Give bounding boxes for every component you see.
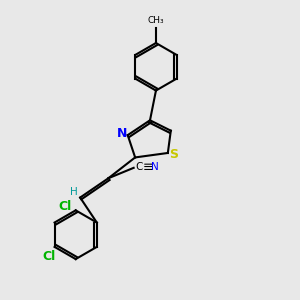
Text: C: C <box>135 162 142 172</box>
Text: CH₃: CH₃ <box>147 16 164 25</box>
Text: N: N <box>117 127 128 140</box>
Text: H: H <box>70 187 78 197</box>
Text: ≡: ≡ <box>143 161 154 174</box>
Text: Cl: Cl <box>58 200 71 213</box>
Text: N: N <box>151 162 159 172</box>
Text: Cl: Cl <box>43 250 56 263</box>
Text: S: S <box>169 148 178 161</box>
